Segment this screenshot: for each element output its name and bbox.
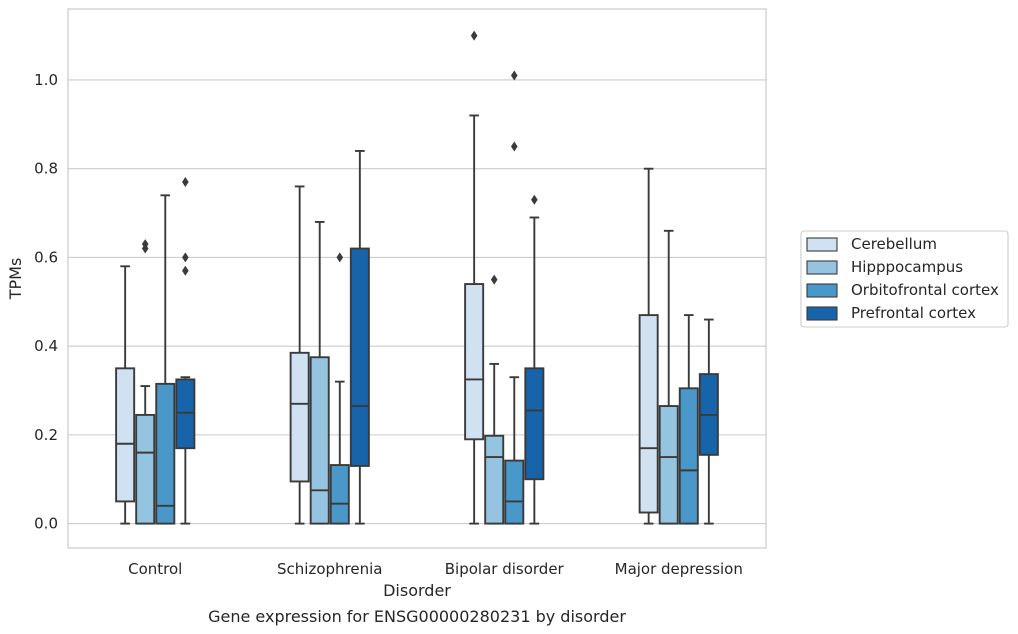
x-axis-label: Disorder [383,581,451,600]
box-orbitofrontal-cortex-major-depression [678,314,699,525]
x-tick-label: Bipolar disorder [445,560,565,578]
legend-swatch-prefrontal-cortex [806,306,838,321]
y-tick-labels: 0.0 0.2 0.4 0.6 0.8 1.0 [34,71,58,533]
box-iqr [524,367,545,481]
legend-frame [800,230,1009,328]
box-cerebellum-bipolar-disorder [464,30,485,525]
box-cerebellum-schizophrenia [289,185,310,525]
box-iqr [155,382,176,525]
box-iqr [678,387,699,525]
box-iqr [658,405,679,525]
box-iqr [289,351,310,483]
box-hipppocampus-control [135,239,156,525]
box-iqr [504,459,525,525]
box-orbitofrontal-cortex-control [155,194,176,525]
y-tick-label: 0.0 [34,515,58,533]
outlier-point [336,252,344,263]
box-hipppocampus-major-depression [658,229,679,525]
legend-swatch-cerebellum [806,237,838,252]
y-tick-label: 0.2 [34,426,58,444]
box-prefrontal-cortex-major-depression [698,318,719,525]
box-iqr [349,247,370,467]
legend-swatch-hipppocampus [806,260,838,275]
legend-label-cerebellum: Cerebellum [851,235,937,253]
y-tick-label: 0.4 [34,337,58,355]
legend-label-orbitofrontal-cortex: Orbitofrontal cortex [851,281,999,299]
legend-label-prefrontal-cortex: Prefrontal cortex [851,304,976,322]
box-iqr [329,464,350,525]
plot-frame [67,8,767,549]
box-cerebellum-control [115,265,136,525]
y-tick-label: 0.6 [34,248,58,266]
box-iqr [484,434,505,525]
x-tick-label: Schizophrenia [277,560,382,578]
box-iqr [309,356,330,525]
x-tick-labels: Control Schizophrenia Bipolar disorder Majo… [128,560,743,578]
outlier-point [510,70,518,81]
box-iqr [638,314,659,514]
legend-label-hipppocampus: Hipppocampus [851,258,963,276]
y-axis-label: TPMs [6,258,25,301]
outlier-point [470,30,478,41]
x-tick-label: Control [128,560,182,578]
outlier-point [510,141,518,152]
x-tick-label: Major depression [615,560,743,578]
legend: Cerebellum Hipppocampus Orbitofrontal cort… [800,230,1009,328]
outlier-point [182,252,189,263]
box-iqr [175,378,196,450]
box-hipppocampus-bipolar-disorder [484,274,505,525]
outlier-point [182,177,189,188]
y-tick-label: 1.0 [34,71,58,89]
box-orbitofrontal-cortex-bipolar-disorder [504,70,525,525]
box-prefrontal-cortex-control [175,177,196,525]
box-orbitofrontal-cortex-schizophrenia [329,252,350,525]
outlier-point [141,239,149,250]
box-hipppocampus-schizophrenia [309,220,330,525]
box-iqr [115,367,136,503]
outlier-point [531,194,538,205]
box-cerebellum-major-depression [638,167,659,525]
box-iqr [135,413,156,525]
legend-swatch-orbitofrontal-cortex [806,283,838,298]
box-groups [115,30,719,525]
box-iqr [464,283,485,441]
outlier-point [490,274,498,285]
chart-caption: Gene expression for ENSG00000280231 by d… [208,607,626,626]
box-prefrontal-cortex-schizophrenia [349,150,370,525]
y-tick-label: 0.8 [34,160,58,178]
outlier-point [182,265,189,276]
box-prefrontal-cortex-bipolar-disorder [524,194,545,525]
